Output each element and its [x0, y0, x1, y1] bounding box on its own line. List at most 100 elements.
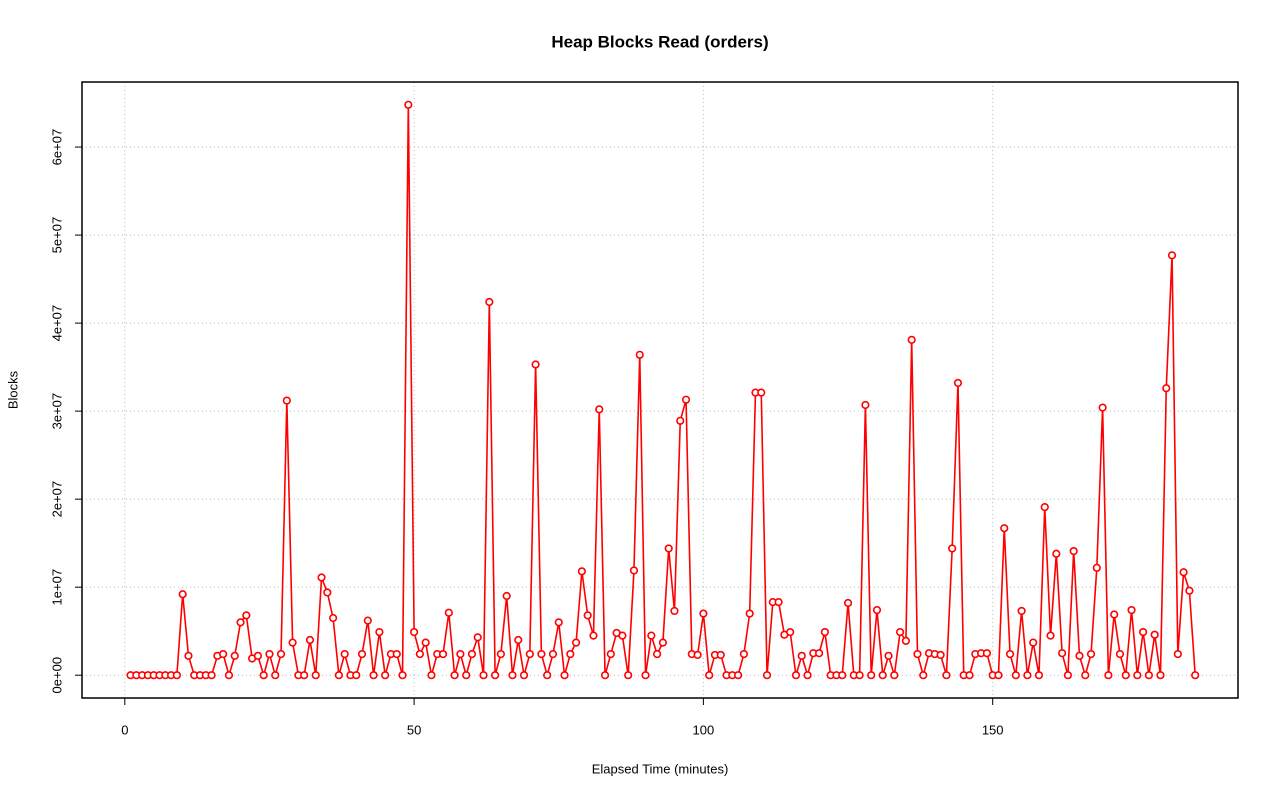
data-point — [1167, 251, 1177, 260]
data-point — [919, 671, 928, 680]
data-point — [1069, 546, 1078, 556]
data-point — [265, 649, 274, 659]
data-point — [560, 671, 569, 680]
data-point — [838, 671, 847, 680]
data-point — [392, 649, 401, 659]
data-point — [600, 671, 610, 680]
y-tick-label: 1e+07 — [49, 569, 64, 606]
data-point — [352, 671, 361, 680]
data-point — [1191, 671, 1200, 680]
data-point — [896, 627, 905, 637]
data-point — [554, 618, 563, 627]
data-point — [942, 671, 951, 680]
data-point — [982, 649, 991, 658]
x-tick-label: 150 — [982, 722, 1004, 737]
data-point — [357, 649, 367, 659]
data-point — [716, 650, 725, 660]
data-point — [184, 651, 193, 660]
data-point — [1029, 638, 1038, 647]
data-point — [797, 651, 806, 660]
data-point — [1046, 631, 1055, 640]
data-point — [548, 649, 558, 659]
data-point — [745, 609, 754, 618]
data-point — [786, 627, 795, 637]
data-point — [803, 671, 812, 680]
data-point — [1063, 671, 1072, 680]
data-point — [514, 635, 523, 645]
data-point — [595, 405, 604, 414]
data-point — [791, 671, 801, 680]
data-point — [965, 671, 974, 680]
data-point — [502, 591, 511, 601]
y-tick-label: 2e+07 — [49, 481, 64, 518]
data-point — [317, 573, 326, 582]
data-point — [496, 649, 505, 659]
data-point — [861, 400, 870, 410]
data-point — [624, 671, 633, 680]
data-point — [230, 651, 239, 660]
data-point — [398, 671, 407, 680]
data-point — [1017, 606, 1026, 616]
data-point — [491, 671, 500, 680]
data-point — [1086, 649, 1096, 659]
data-point — [693, 650, 702, 660]
data-point — [890, 671, 899, 680]
plot-area — [126, 100, 1200, 680]
data-point — [1173, 649, 1182, 659]
data-point — [953, 378, 963, 388]
data-point — [1023, 671, 1032, 680]
data-point — [658, 638, 667, 647]
plot-frame — [81, 81, 1239, 699]
data-point — [305, 635, 315, 645]
data-point — [323, 588, 332, 597]
data-point — [450, 671, 459, 680]
data-point — [1179, 568, 1188, 577]
data-point — [375, 627, 384, 637]
data-point — [618, 631, 627, 640]
data-point — [907, 335, 916, 344]
data-point — [271, 671, 280, 680]
data-point — [1000, 524, 1009, 533]
data-point — [363, 616, 372, 625]
data-point — [242, 611, 251, 620]
data-point — [444, 608, 453, 617]
data-point — [1121, 671, 1130, 680]
data-point — [1081, 671, 1090, 680]
data-point — [473, 633, 482, 642]
data-point — [340, 649, 349, 659]
data-point — [1052, 549, 1061, 558]
data-point — [647, 631, 656, 640]
data-point — [1133, 671, 1142, 680]
data-point — [427, 671, 436, 680]
data-point — [543, 671, 552, 680]
data-point — [572, 638, 581, 647]
data-point — [739, 649, 748, 659]
data-point — [1040, 502, 1049, 512]
data-point — [1156, 671, 1165, 680]
y-tick-label: 0e+00 — [49, 657, 64, 694]
data-point — [1139, 627, 1148, 637]
data-point — [815, 649, 824, 658]
data-point — [288, 638, 297, 647]
data-point — [699, 609, 708, 618]
data-point — [1104, 671, 1113, 680]
data-point — [734, 671, 743, 680]
data-point — [311, 671, 320, 680]
y-tick-label: 3e+07 — [49, 393, 64, 430]
data-point — [421, 638, 430, 647]
data-point — [583, 611, 592, 620]
data-point — [913, 649, 922, 659]
data-point — [236, 618, 245, 627]
data-point — [369, 671, 378, 680]
data-point — [1098, 403, 1107, 412]
data-point — [1115, 649, 1125, 659]
chart-title: Heap Blocks Read (orders) — [551, 32, 768, 51]
data-point — [855, 671, 864, 680]
data-point — [606, 649, 615, 659]
y-tick-label: 4e+07 — [49, 305, 64, 342]
data-point — [282, 396, 291, 405]
x-tick-label: 50 — [407, 722, 421, 737]
data-point — [259, 671, 268, 680]
